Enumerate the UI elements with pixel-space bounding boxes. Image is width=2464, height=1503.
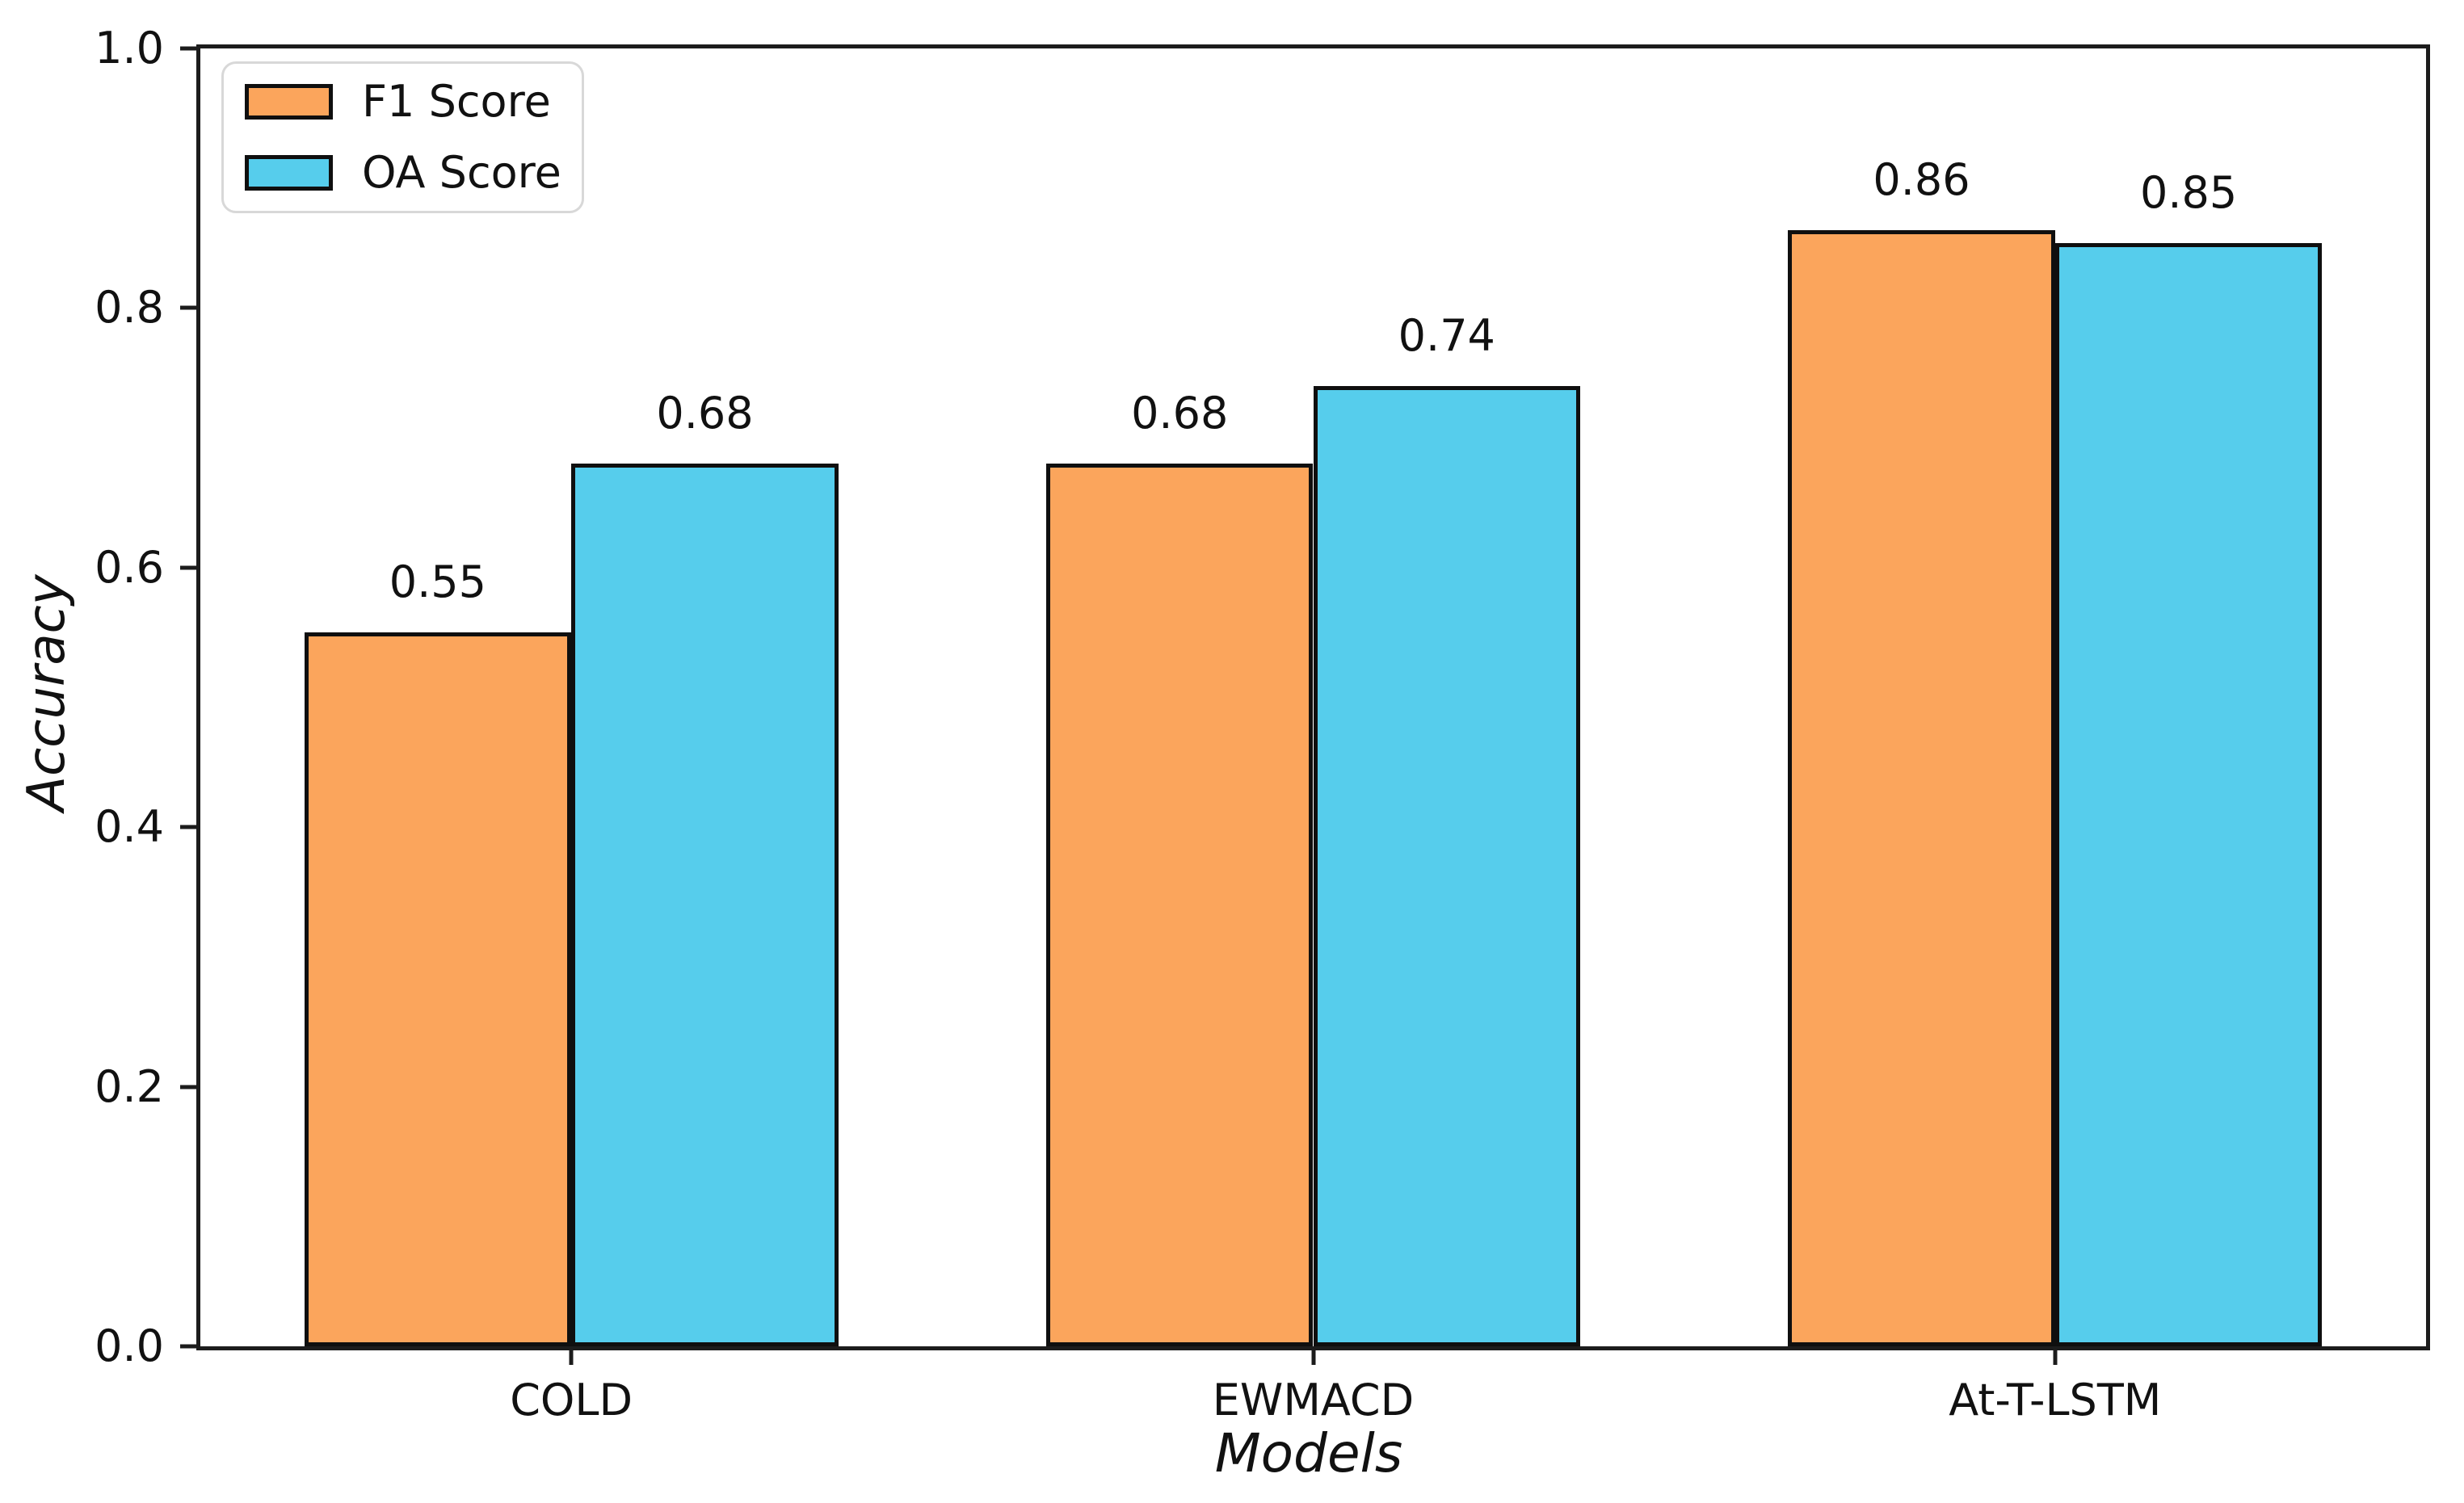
bar-oa-score-at-t-lstm [2054,243,2323,1346]
bar-f1-score-cold [304,632,572,1346]
bar-f1-score-at-t-lstm [1788,229,2055,1346]
x-tick-label-at-t-lstm: At-T-LSTM [1949,1375,2162,1425]
y-tick-label: 0.6 [95,541,164,593]
y-tick-label: 0.4 [95,801,164,853]
oa-score-swatch-icon [245,155,333,191]
y-tick-mark [180,1344,196,1349]
legend-label-f1: F1 Score [362,76,551,127]
x-axis-title: Models [1214,1422,1403,1484]
x-tick-mark [569,1350,574,1365]
legend-entry-oa: OA Score [245,151,582,195]
y-axis-title: Accuracy [17,574,77,812]
legend: F1 Score OA Score [221,61,584,213]
bar-value-label: 0.68 [656,388,754,439]
legend-entry-f1: F1 Score [245,80,582,124]
legend-label-oa: OA Score [362,147,561,198]
f1-score-swatch-icon [245,84,333,120]
bar-value-label: 0.55 [389,556,486,608]
y-tick-label: 0.0 [95,1320,164,1371]
x-tick-mark [1311,1350,1315,1365]
bar-oa-score-cold [571,464,839,1346]
y-tick-mark [180,565,196,570]
y-tick-label: 1.0 [95,23,164,73]
bar-value-label: 0.85 [2140,167,2238,219]
y-tick-mark [180,46,196,51]
x-tick-label-cold: COLD [510,1375,633,1425]
x-tick-label-ewmacd: EWMACD [1212,1375,1415,1425]
y-tick-mark [180,305,196,310]
bar-value-label: 0.86 [1873,153,1970,205]
bar-f1-score-ewmacd [1045,464,1314,1346]
y-tick-mark [180,825,196,829]
bar-value-label: 0.74 [1398,309,1495,361]
y-tick-label: 0.8 [95,282,164,334]
x-tick-mark [2053,1350,2058,1365]
plot-area: F1 Score OA Score 1.0 0.8 0.6 0.4 0.2 0.0 COLD… [95,27,2430,1422]
bar-value-label: 0.68 [1131,388,1229,439]
y-tick-mark [180,1085,196,1089]
bar-oa-score-ewmacd [1313,385,1581,1346]
y-tick-label: 0.2 [95,1060,164,1112]
